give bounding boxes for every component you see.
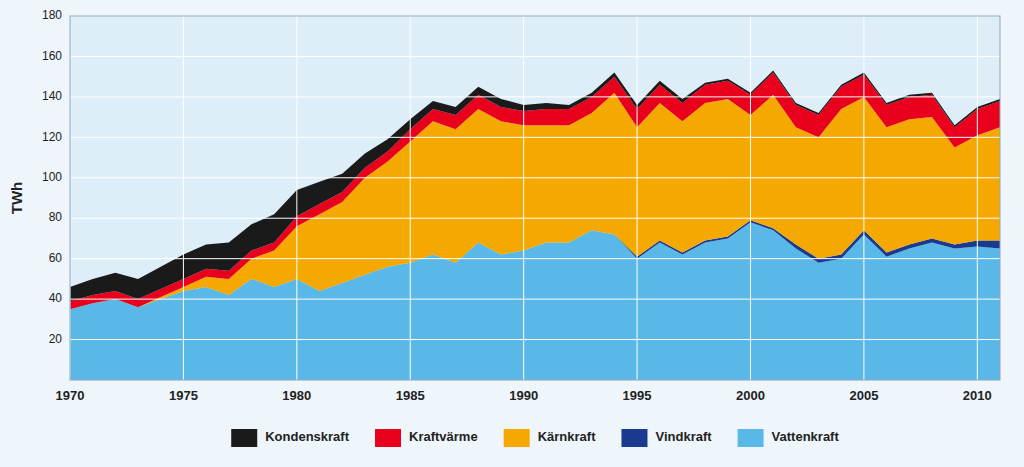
grid-line bbox=[70, 96, 1000, 97]
grid-line bbox=[637, 16, 638, 380]
grid-line bbox=[410, 16, 411, 380]
plot-frame bbox=[70, 16, 1000, 380]
grid-line bbox=[863, 16, 864, 380]
y-tick-label: 160 bbox=[42, 49, 62, 63]
x-tick-label: 1990 bbox=[509, 388, 538, 403]
x-tick-label: 1975 bbox=[169, 388, 198, 403]
x-axis: 1970 1975 1980 1985 1990 1995 2000 2005 2010 bbox=[56, 388, 992, 403]
legend-item: Kondenskraft bbox=[231, 429, 349, 447]
legend-label: Vattenkraft bbox=[772, 429, 840, 444]
grid-line bbox=[70, 299, 1000, 300]
x-tick-label: 1985 bbox=[396, 388, 425, 403]
legend-swatch bbox=[621, 429, 647, 447]
legend-label: Kondenskraft bbox=[265, 429, 349, 444]
area bbox=[70, 71, 1000, 302]
y-axis: 20 40 60 80 100 120 140 160 180 bbox=[42, 8, 62, 346]
legend-swatch bbox=[375, 429, 401, 447]
x-tick-label: 2010 bbox=[963, 388, 992, 403]
y-tick-label: 60 bbox=[49, 251, 63, 265]
grid-line bbox=[70, 177, 1000, 178]
chart: 2040608010012014016018019701975198019851… bbox=[0, 0, 1024, 467]
legend-item: Kraftvärme bbox=[375, 429, 478, 447]
y-tick-label: 20 bbox=[49, 332, 63, 346]
grid-line bbox=[183, 16, 184, 380]
grid-line bbox=[523, 16, 524, 380]
legend: Kondenskraft Kraftvärme Kärnkraft Vindkraft… bbox=[231, 429, 839, 447]
grid-line bbox=[977, 16, 978, 380]
y-tick-label: 120 bbox=[42, 130, 62, 144]
legend-item: Kärnkraft bbox=[504, 429, 596, 447]
legend-item: Vindkraft bbox=[621, 429, 712, 447]
y-tick-label: 80 bbox=[49, 210, 63, 224]
areas bbox=[70, 71, 1000, 380]
y-tick-label: 100 bbox=[42, 170, 62, 184]
grid-line bbox=[70, 339, 1000, 340]
x-tick-label: 1980 bbox=[282, 388, 311, 403]
grid-line bbox=[296, 16, 297, 380]
legend-swatch bbox=[504, 429, 530, 447]
grid-line bbox=[750, 16, 751, 380]
legend-label: Kraftvärme bbox=[409, 429, 478, 444]
y-tick-label: 140 bbox=[42, 89, 62, 103]
x-tick-label: 2000 bbox=[736, 388, 765, 403]
y-axis-label: TWh bbox=[8, 182, 25, 214]
plot-area bbox=[70, 16, 1000, 380]
grid-line bbox=[70, 218, 1000, 219]
grid-line bbox=[70, 137, 1000, 138]
y-tick-label: 180 bbox=[42, 8, 62, 22]
grid-line bbox=[70, 258, 1000, 259]
x-tick-label: 1995 bbox=[623, 388, 652, 403]
legend-label: Vindkraft bbox=[655, 429, 712, 444]
legend-label: Kärnkraft bbox=[538, 429, 596, 444]
grid-line bbox=[70, 56, 1000, 57]
x-tick-label: 2005 bbox=[849, 388, 878, 403]
legend-item: Vattenkraft bbox=[738, 429, 840, 447]
legend-swatch bbox=[231, 429, 257, 447]
y-tick-label: 40 bbox=[49, 291, 63, 305]
x-tick-label: 1970 bbox=[56, 388, 85, 403]
grid bbox=[70, 16, 1000, 380]
legend-swatch bbox=[738, 429, 764, 447]
